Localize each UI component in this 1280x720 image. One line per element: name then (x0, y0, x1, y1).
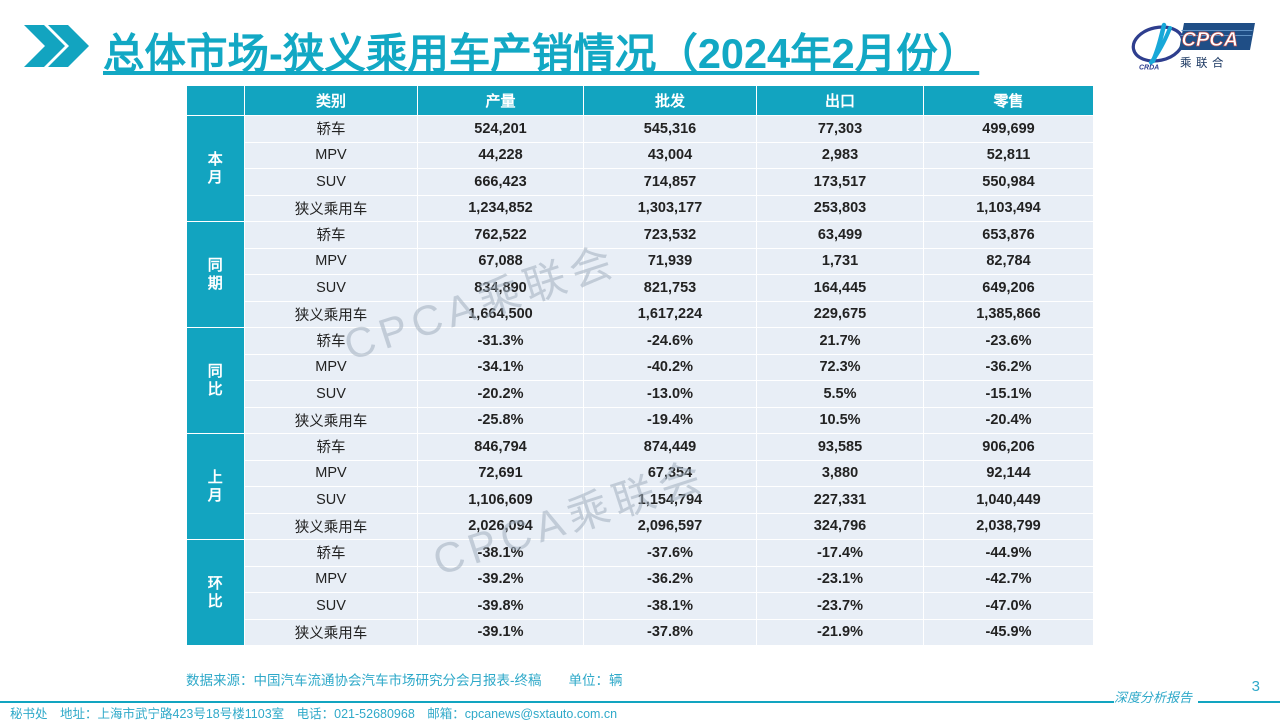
svg-text:CPCA: CPCA (1182, 29, 1239, 51)
svg-text:乘联合: 乘联合 (1180, 56, 1228, 70)
svg-text:CRDA: CRDA (1139, 65, 1159, 72)
